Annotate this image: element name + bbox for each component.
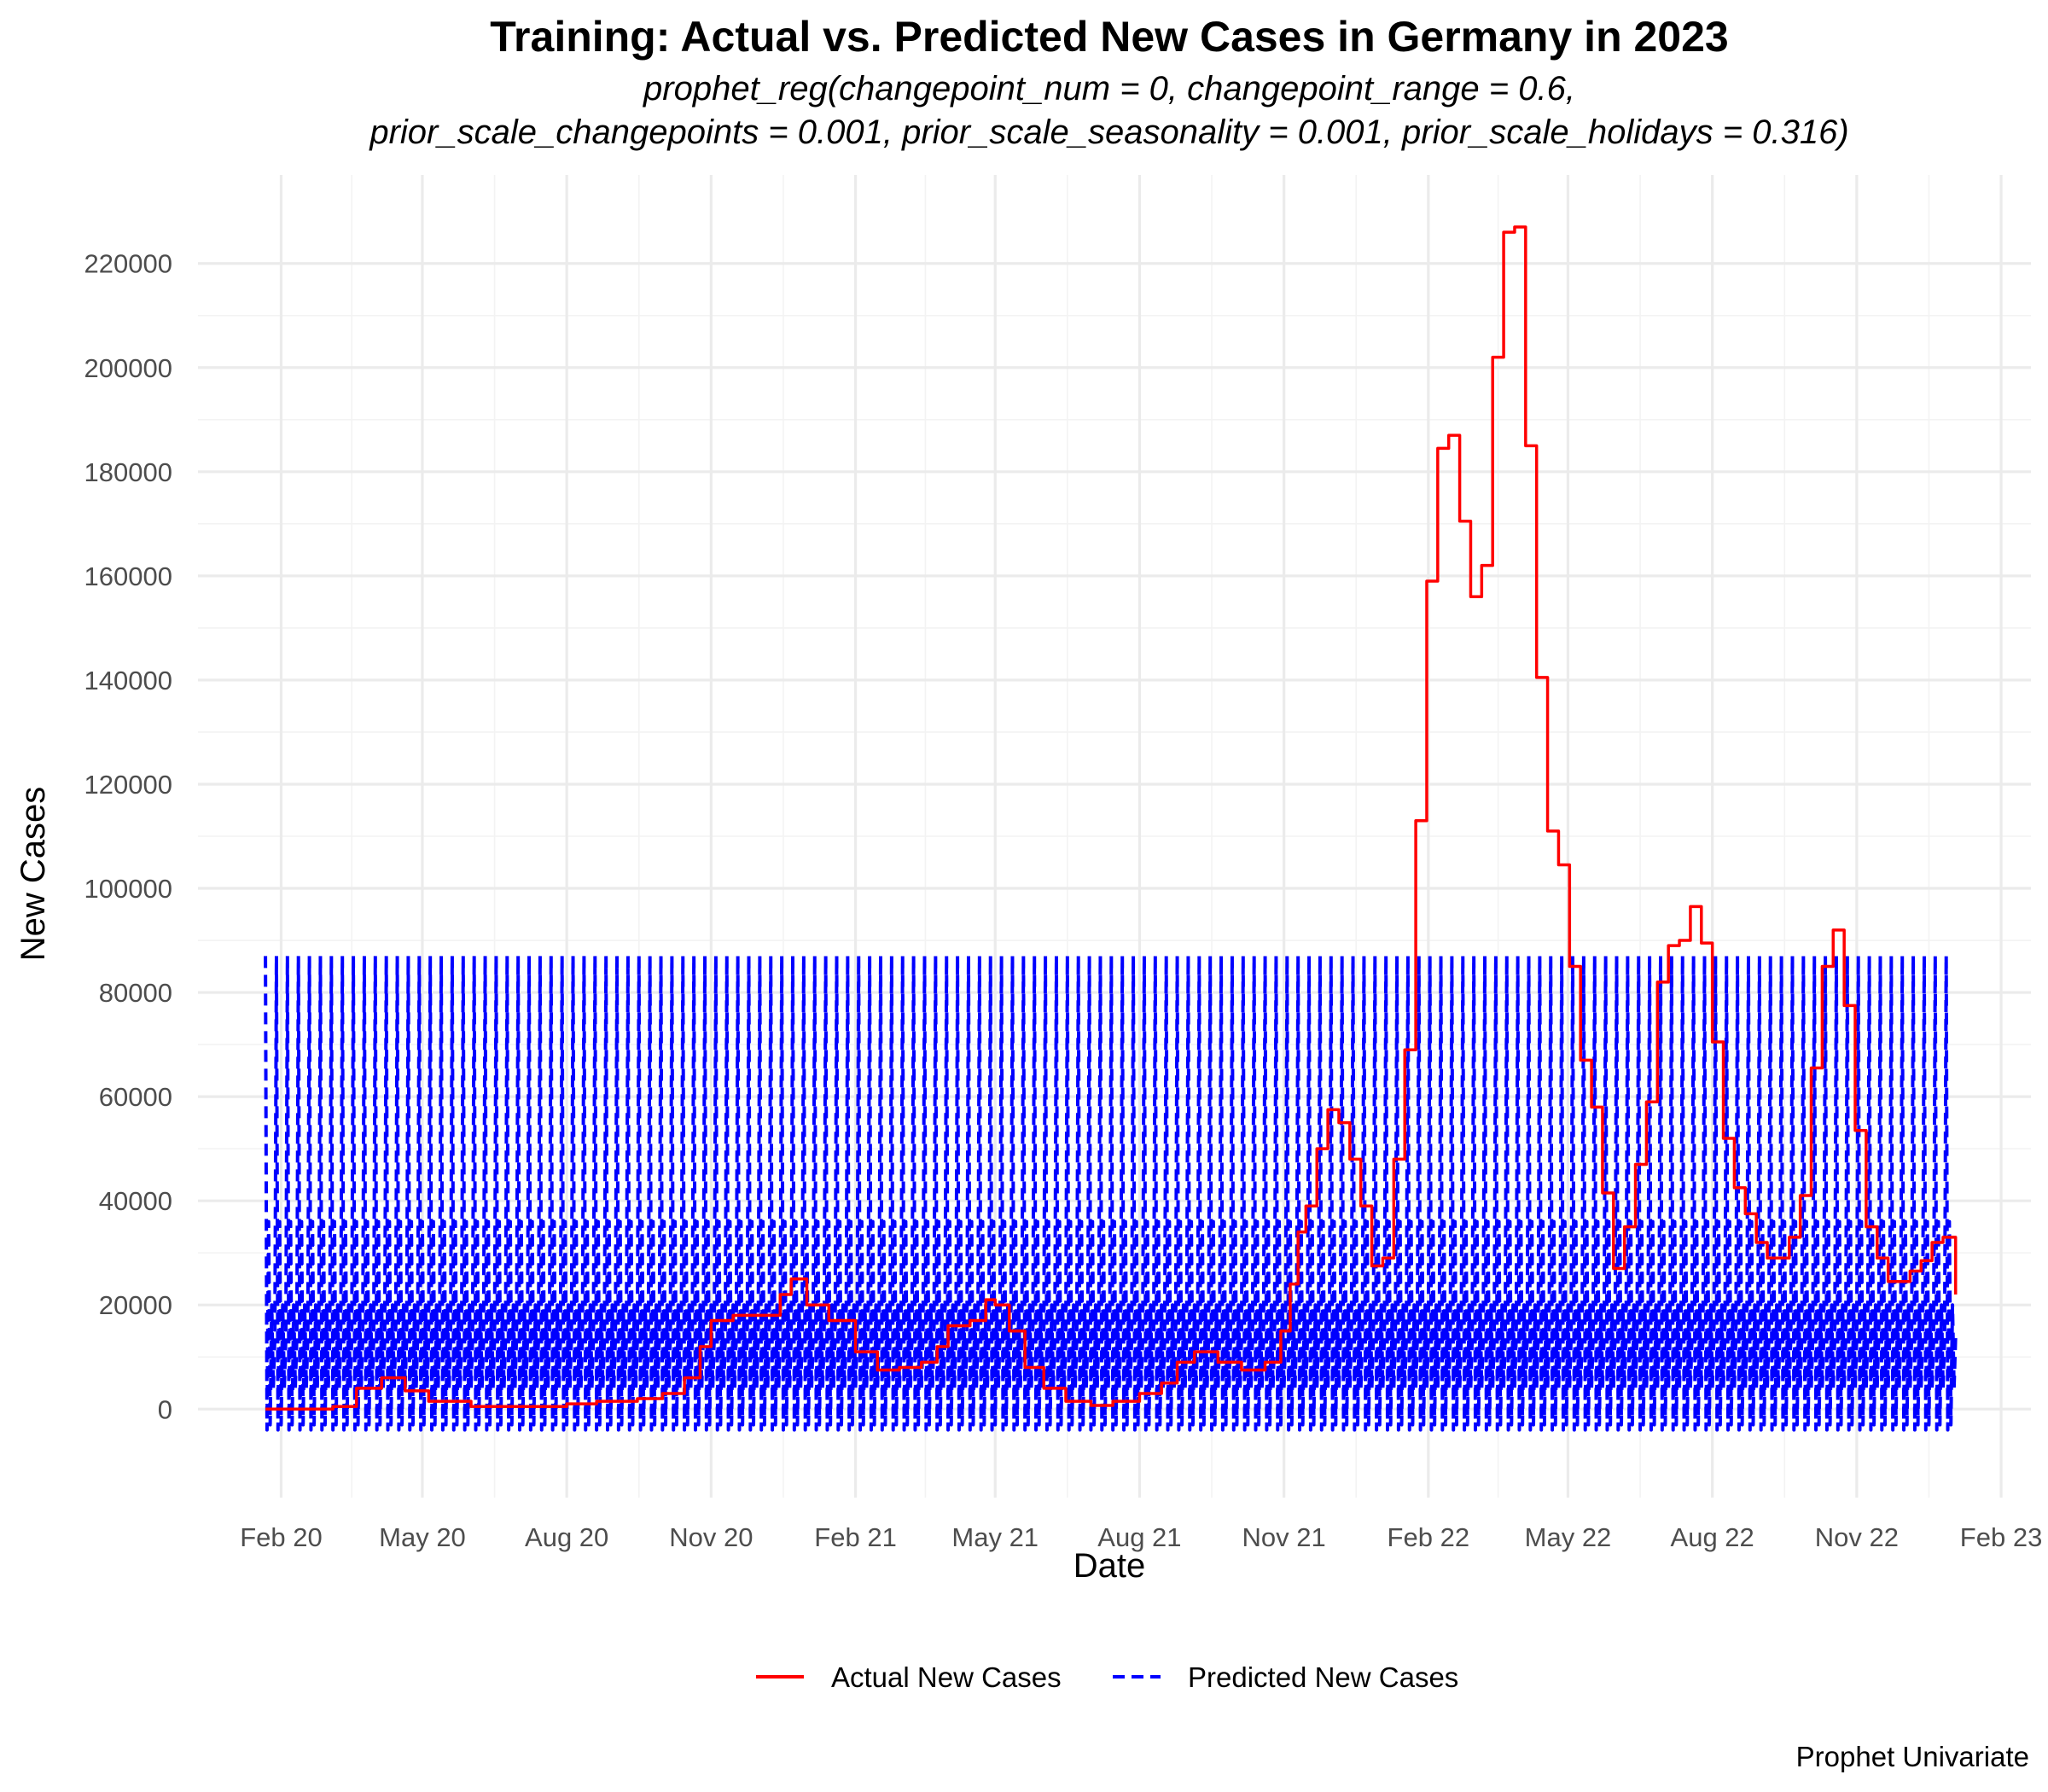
y-tick-label: 40000 <box>99 1186 172 1216</box>
y-tick-label: 80000 <box>99 978 172 1008</box>
x-tick-label: Feb 23 <box>1960 1522 2043 1552</box>
y-tick-label: 100000 <box>84 874 172 904</box>
predicted-new-cases-line <box>264 954 1958 1432</box>
actual-new-cases-line <box>265 225 1958 1411</box>
x-tick-label: Feb 20 <box>240 1522 323 1552</box>
x-tick-label: Feb 22 <box>1388 1522 1470 1552</box>
legend-label-predicted: Predicted New Cases <box>1188 1661 1458 1693</box>
x-tick-label: Aug 21 <box>1097 1522 1181 1552</box>
legend-label-actual: Actual New Cases <box>831 1661 1062 1693</box>
y-tick-label: 220000 <box>84 249 172 279</box>
x-tick-label: May 20 <box>379 1522 466 1552</box>
x-tick-label: Feb 21 <box>814 1522 897 1552</box>
x-tick-label: May 21 <box>951 1522 1039 1552</box>
x-tick-label: Nov 20 <box>669 1522 753 1552</box>
x-tick-label: Aug 20 <box>525 1522 608 1552</box>
plot-series <box>264 225 1958 1432</box>
y-tick-label: 160000 <box>84 561 172 591</box>
y-tick-label: 0 <box>158 1394 172 1424</box>
y-axis-ticks: 0 20000 40000 60000 80000 100000 120000 140000 1… <box>84 249 172 1425</box>
legend: Actual New Cases Predicted New Cases <box>756 1661 1458 1693</box>
y-tick-label: 140000 <box>84 666 172 695</box>
chart-title: Training: Actual vs. Predicted New Cases… <box>490 13 1728 61</box>
x-tick-label: May 22 <box>1525 1522 1612 1552</box>
y-tick-label: 200000 <box>84 353 172 383</box>
x-tick-label: Nov 22 <box>1815 1522 1899 1552</box>
y-tick-label: 120000 <box>84 770 172 800</box>
y-tick-label: 180000 <box>84 457 172 487</box>
chart-caption: Prophet Univariate <box>1796 1741 2029 1772</box>
y-axis-title: New Cases <box>15 787 52 962</box>
chart-subtitle-line1: prophet_reg(changepoint_num = 0, changep… <box>643 70 1575 108</box>
y-tick-label: 60000 <box>99 1082 172 1112</box>
y-tick-label: 20000 <box>99 1290 172 1320</box>
chart-subtitle-line2: prior_scale_changepoints = 0.001, prior_… <box>369 113 1848 151</box>
x-tick-label: Aug 22 <box>1671 1522 1754 1552</box>
x-axis-title: Date <box>1073 1547 1146 1585</box>
x-axis-ticks: Feb 20 May 20 Aug 20 Nov 20 Feb 21 May 21 Aug … <box>240 1522 2042 1552</box>
x-tick-label: Nov 21 <box>1242 1522 1325 1552</box>
